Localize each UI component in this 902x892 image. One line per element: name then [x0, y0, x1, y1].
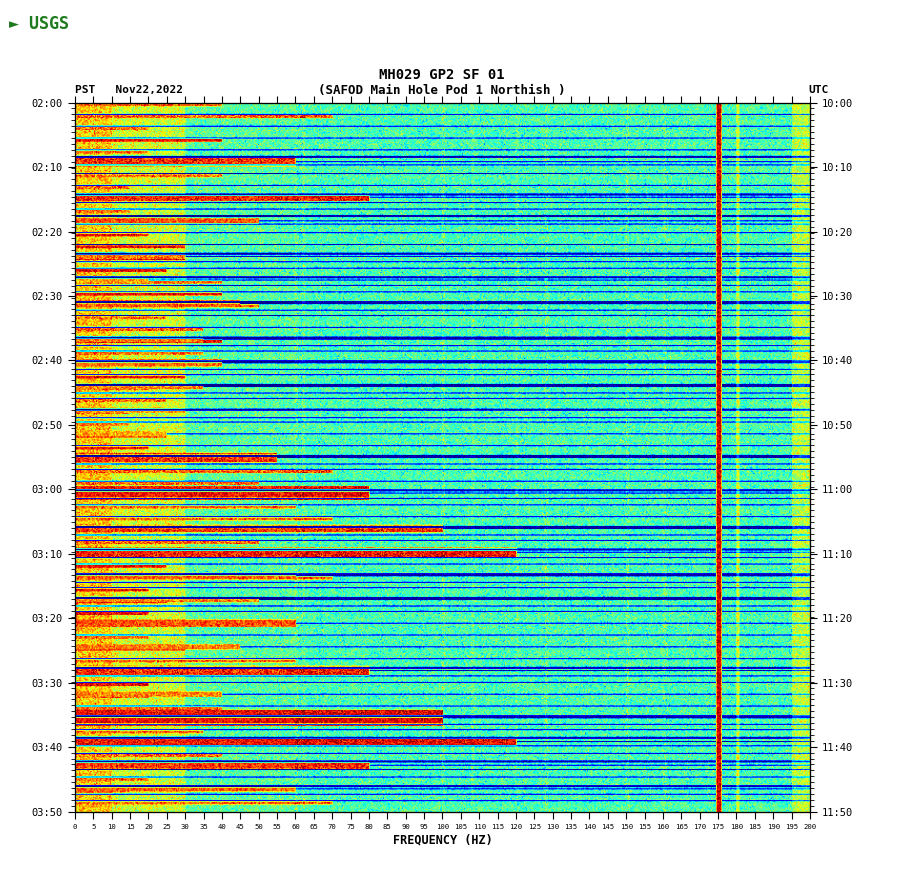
Text: UTC: UTC — [808, 85, 828, 95]
Text: PST   Nov22,2022: PST Nov22,2022 — [75, 85, 183, 95]
Text: MH029 GP2 SF 01: MH029 GP2 SF 01 — [379, 68, 505, 82]
Text: ► USGS: ► USGS — [9, 15, 69, 33]
Text: (SAFOD Main Hole Pod 1 Northish ): (SAFOD Main Hole Pod 1 Northish ) — [318, 84, 566, 96]
X-axis label: FREQUENCY (HZ): FREQUENCY (HZ) — [392, 834, 492, 847]
